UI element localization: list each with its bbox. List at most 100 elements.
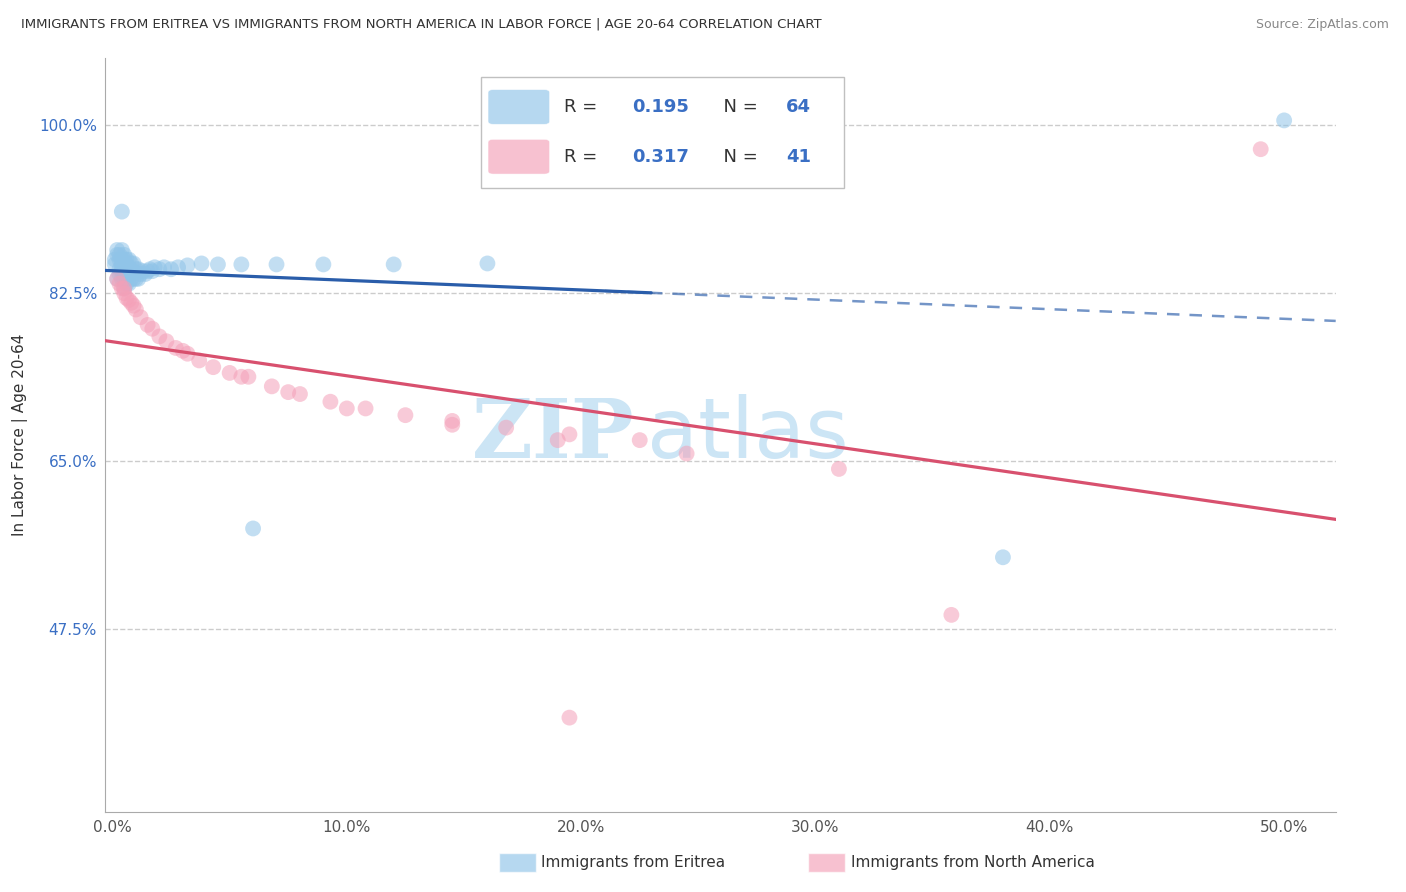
Point	[115, 257, 138, 271]
Point	[115, 262, 138, 277]
Point	[129, 267, 152, 281]
Point	[108, 262, 131, 277]
Point	[112, 252, 135, 267]
Point	[111, 262, 134, 277]
Point	[991, 550, 1014, 565]
Point	[112, 262, 135, 277]
Point	[148, 262, 170, 277]
Text: Immigrants from Eritrea: Immigrants from Eritrea	[541, 855, 725, 870]
Point	[112, 272, 135, 286]
Point	[118, 260, 141, 275]
Text: N =: N =	[711, 148, 763, 166]
Point	[382, 257, 405, 271]
Point	[108, 267, 131, 281]
Point	[125, 302, 148, 317]
Point	[238, 369, 260, 384]
Text: 41: 41	[786, 148, 811, 166]
Point	[153, 260, 176, 275]
Point	[176, 347, 198, 361]
Point	[319, 394, 342, 409]
Text: N =: N =	[711, 98, 763, 116]
Point	[167, 260, 190, 275]
Point	[122, 264, 145, 278]
Point	[675, 446, 697, 460]
Point	[105, 243, 128, 257]
Point	[108, 252, 131, 267]
Point	[558, 427, 581, 442]
FancyBboxPatch shape	[481, 77, 844, 188]
Point	[441, 417, 464, 432]
Point	[172, 343, 194, 358]
Point	[190, 256, 212, 270]
Point	[125, 272, 148, 286]
Point	[118, 252, 141, 267]
Point	[207, 257, 229, 271]
Point	[115, 291, 138, 305]
Point	[120, 264, 142, 278]
Text: IMMIGRANTS FROM ERITREA VS IMMIGRANTS FROM NORTH AMERICA IN LABOR FORCE | AGE 20: IMMIGRANTS FROM ERITREA VS IMMIGRANTS FR…	[21, 18, 821, 31]
Point	[312, 257, 335, 271]
Y-axis label: In Labor Force | Age 20-64: In Labor Force | Age 20-64	[13, 334, 28, 536]
Point	[266, 257, 288, 271]
Point	[336, 401, 359, 416]
Point	[260, 379, 283, 393]
Text: atlas: atlas	[647, 394, 848, 475]
Point	[202, 360, 225, 375]
Point	[354, 401, 377, 416]
Point	[242, 521, 264, 535]
Point	[1272, 113, 1295, 128]
Point	[120, 295, 142, 310]
Point	[118, 293, 141, 307]
Point	[111, 272, 134, 286]
Point	[141, 322, 163, 336]
Point	[218, 366, 240, 380]
Text: Immigrants from North America: Immigrants from North America	[851, 855, 1094, 870]
Text: R =: R =	[564, 148, 603, 166]
Point	[441, 414, 464, 428]
Point	[115, 277, 138, 291]
Point	[112, 257, 135, 271]
Point	[165, 341, 187, 355]
Point	[118, 277, 141, 291]
Text: Source: ZipAtlas.com: Source: ZipAtlas.com	[1256, 18, 1389, 31]
Point	[112, 281, 135, 295]
Point	[115, 272, 138, 286]
Text: 0.195: 0.195	[633, 98, 689, 116]
Point	[122, 256, 145, 270]
Point	[155, 334, 177, 349]
Point	[111, 252, 134, 267]
Point	[118, 267, 141, 281]
Point	[188, 353, 211, 368]
Point	[136, 318, 159, 332]
Point	[112, 281, 135, 295]
Point	[127, 262, 149, 277]
Point	[111, 204, 134, 219]
Point	[108, 248, 131, 262]
Point	[129, 310, 152, 325]
Point	[127, 272, 149, 286]
Point	[495, 420, 517, 434]
Point	[112, 267, 135, 281]
Point	[132, 264, 155, 278]
Point	[125, 262, 148, 277]
Point	[105, 272, 128, 286]
Point	[120, 272, 142, 286]
Point	[176, 259, 198, 273]
Point	[558, 711, 581, 725]
Point	[277, 385, 299, 400]
Point	[828, 462, 851, 476]
Point	[139, 262, 162, 277]
Point	[105, 248, 128, 262]
Point	[112, 248, 135, 262]
FancyBboxPatch shape	[488, 139, 550, 174]
Point	[122, 299, 145, 313]
Point	[111, 243, 134, 257]
Point	[104, 257, 127, 271]
Point	[112, 286, 135, 301]
Point	[120, 256, 142, 270]
Point	[104, 252, 127, 267]
Point	[477, 256, 499, 270]
Point	[288, 387, 311, 401]
Point	[115, 267, 138, 281]
Point	[111, 257, 134, 271]
